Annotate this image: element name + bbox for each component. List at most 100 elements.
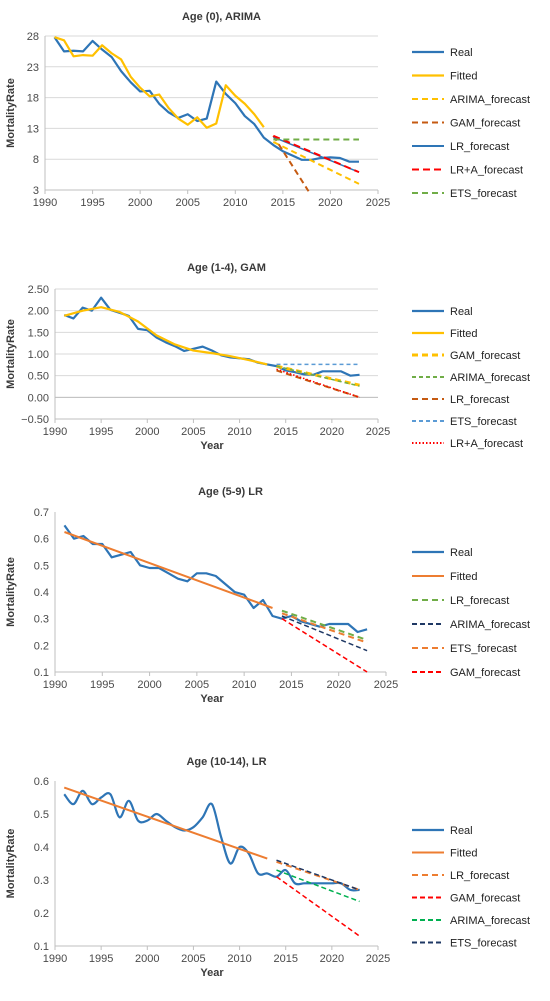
y-tick-label: 0.3 — [34, 875, 49, 887]
series-line-gam-forecast — [276, 876, 360, 937]
x-tick-label: 2020 — [320, 953, 344, 965]
chart-panel-1: Age (0), ARIMA 3 8 13 18 23 28 1990 1995 2000 2005… — [5, 11, 530, 209]
legend-label: LR_forecast — [450, 394, 509, 406]
y-tick-label: 28 — [27, 31, 39, 43]
y-axis-label: MortalityRate — [5, 829, 17, 899]
x-tick-label: 1990 — [43, 426, 67, 438]
y-tick-label: 0.50 — [28, 371, 49, 383]
x-axis-label: Year — [200, 967, 224, 979]
x-tick-label: 2005 — [175, 197, 199, 209]
series-line-arima-forecast — [272, 141, 360, 185]
legend-label: Real — [450, 306, 473, 318]
x-tick-label: 2025 — [366, 197, 390, 209]
legend-label: ARIMA_forecast — [450, 94, 530, 106]
series-line-gam-forecast — [281, 618, 368, 673]
legend-label: LR_forecast — [450, 595, 509, 607]
legend-label: ETS_forecast — [450, 938, 517, 950]
x-tick-label: 2020 — [318, 197, 342, 209]
x-tick-label: 2010 — [232, 679, 256, 691]
x-tick-label: 2010 — [227, 426, 251, 438]
legend-label: Real — [450, 825, 473, 837]
series-line-ets-forecast — [276, 859, 360, 891]
legend-label: ARIMA_forecast — [450, 915, 530, 927]
y-axis-label: MortalityRate — [5, 319, 17, 389]
series-line-arima-forecast — [276, 869, 360, 903]
x-axis-label: Year — [200, 440, 224, 452]
series-line-lr-forecast — [281, 609, 368, 641]
y-tick-label: 0.1 — [34, 941, 49, 953]
chart-title: Age (5-9) LR — [198, 486, 263, 498]
legend-label: Real — [450, 547, 473, 559]
series-line-lr-a-forecast — [276, 368, 360, 399]
x-tick-label: 2000 — [135, 426, 159, 438]
y-tick-label: −0.50 — [21, 414, 49, 426]
chart-title: Age (10-14), LR — [186, 756, 266, 768]
y-tick-label: 8 — [33, 154, 39, 166]
y-tick-label: 0.2 — [34, 640, 49, 652]
series-line-arima-forecast — [281, 615, 368, 652]
series-line-fitted — [63, 306, 268, 366]
chart-panel-3: Age (5-9) LR 0.1 0.2 0.3 0.4 0.5 0.6 0.7 1990 199… — [5, 486, 530, 705]
legend-label: ARIMA_forecast — [450, 372, 530, 384]
chart-panel-4: Age (10-14), LR 0.1 0.2 0.3 0.4 0.5 0.6 1990 199… — [5, 756, 530, 979]
legend-label: LR_forecast — [450, 870, 509, 882]
x-tick-label: 2000 — [135, 953, 159, 965]
legend-label: Fitted — [450, 328, 478, 340]
x-tick-label: 2015 — [273, 953, 297, 965]
x-tick-label: 2020 — [326, 679, 350, 691]
x-tick-label: 2000 — [128, 197, 152, 209]
legend-label: LR+A_forecast — [450, 165, 523, 177]
x-tick-label: 2010 — [223, 197, 247, 209]
legend-label: ETS_forecast — [450, 416, 517, 428]
series-line-real — [63, 524, 368, 634]
x-tick-label: 2025 — [374, 679, 398, 691]
y-tick-label: 18 — [27, 93, 39, 105]
y-tick-label: 1.50 — [28, 327, 49, 339]
x-tick-label: 2010 — [227, 953, 251, 965]
x-tick-label: 2005 — [181, 953, 205, 965]
legend-label: LR+A_forecast — [450, 438, 523, 450]
chart-title: Age (0), ARIMA — [182, 11, 261, 23]
x-tick-label: 1990 — [33, 197, 57, 209]
x-tick-label: 2000 — [137, 679, 161, 691]
legend-label: Fitted — [450, 571, 478, 583]
x-axis-label: Year — [200, 693, 224, 705]
chart-panel-2: Age (1-4), GAM −0.50 0.00 0.50 1.00 1.50 2.00 2… — [5, 262, 530, 452]
legend-label: GAM_forecast — [450, 350, 520, 362]
x-tick-label: 2005 — [181, 426, 205, 438]
y-tick-label: 13 — [27, 123, 39, 135]
series-line-fitted — [63, 786, 268, 860]
x-tick-label: 1995 — [89, 953, 113, 965]
legend-label: LR_forecast — [450, 141, 509, 153]
x-tick-label: 1990 — [43, 679, 67, 691]
legend-label: Real — [450, 47, 473, 59]
y-tick-label: 0.3 — [34, 614, 49, 626]
x-tick-label: 2015 — [273, 426, 297, 438]
x-tick-label: 2020 — [320, 426, 344, 438]
series-line-fitted — [54, 36, 265, 129]
legend-label: GAM_forecast — [450, 118, 520, 130]
series-line-ets-forecast — [281, 612, 368, 644]
y-axis-label: MortalityRate — [5, 78, 17, 148]
x-tick-label: 2015 — [279, 679, 303, 691]
x-tick-label: 1990 — [43, 953, 67, 965]
x-tick-label: 1995 — [89, 426, 113, 438]
legend-label: ETS_forecast — [450, 188, 517, 200]
legend-label: ARIMA_forecast — [450, 619, 530, 631]
y-tick-label: 0.4 — [34, 842, 49, 854]
y-tick-label: 0.5 — [34, 560, 49, 572]
y-tick-label: 0.7 — [34, 507, 49, 519]
y-axis-label: MortalityRate — [5, 557, 17, 627]
y-tick-label: 1.00 — [28, 349, 49, 361]
legend-label: ETS_forecast — [450, 643, 517, 655]
chart-title: Age (1-4), GAM — [187, 262, 266, 274]
series-line-fitted — [64, 531, 273, 609]
y-tick-label: 3 — [33, 185, 39, 197]
legend-label: GAM_forecast — [450, 667, 520, 679]
y-tick-label: 23 — [27, 62, 39, 74]
x-tick-label: 1995 — [90, 679, 114, 691]
x-tick-label: 2015 — [271, 197, 295, 209]
x-tick-label: 2005 — [185, 679, 209, 691]
